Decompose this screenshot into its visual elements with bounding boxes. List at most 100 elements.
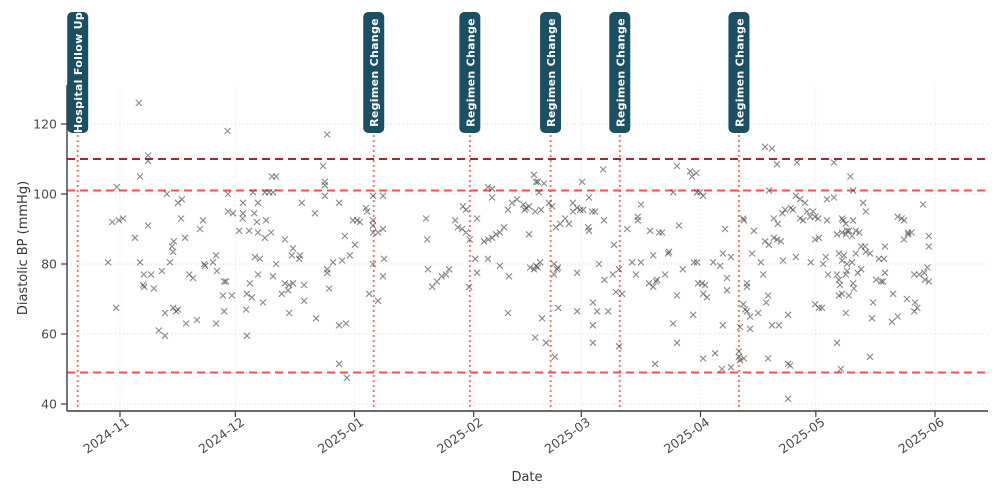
y-tick-label: 100 bbox=[33, 187, 57, 202]
scatter-point bbox=[530, 171, 538, 179]
scatter-point bbox=[250, 209, 258, 217]
scatter-point bbox=[718, 365, 726, 373]
scatter-point bbox=[253, 218, 261, 226]
scatter-point bbox=[466, 236, 474, 243]
scatter-point bbox=[269, 272, 277, 280]
scatter-point bbox=[369, 229, 377, 236]
scatter-point bbox=[819, 260, 827, 268]
scatter-point bbox=[796, 195, 804, 203]
y-tick-label: 120 bbox=[33, 117, 57, 132]
scatter-point bbox=[849, 216, 857, 224]
scatter-point bbox=[321, 192, 329, 200]
scatter-point bbox=[843, 267, 851, 275]
scatter-point bbox=[213, 267, 221, 275]
scatter-point bbox=[736, 323, 744, 331]
scatter-point bbox=[879, 278, 887, 285]
scatter-point bbox=[811, 236, 819, 243]
scatter-point bbox=[289, 279, 297, 287]
scatter-point bbox=[888, 318, 896, 326]
scatter-point bbox=[846, 173, 854, 180]
scatter-point bbox=[224, 208, 232, 215]
scatter-point bbox=[550, 271, 558, 278]
scatter-point bbox=[224, 127, 232, 135]
scatter-point bbox=[569, 199, 577, 207]
event-flag-box bbox=[540, 12, 562, 133]
scatter-point bbox=[513, 195, 521, 203]
scatter-point bbox=[505, 272, 513, 280]
scatter-point bbox=[285, 281, 293, 289]
scatter-point bbox=[534, 264, 542, 271]
scatter-point bbox=[739, 300, 747, 308]
scatter-point bbox=[140, 283, 148, 291]
scatter-point bbox=[312, 314, 320, 322]
scatter-point bbox=[525, 202, 533, 210]
scatter-point bbox=[910, 271, 918, 278]
scatter-point bbox=[843, 227, 851, 235]
scatter-point bbox=[848, 258, 856, 266]
scatter-point bbox=[199, 216, 207, 224]
scatter-point bbox=[723, 286, 731, 294]
scatter-point bbox=[661, 271, 669, 278]
scatter-point bbox=[321, 181, 329, 189]
scatter-point bbox=[739, 215, 747, 222]
scatter-point bbox=[765, 241, 773, 249]
scatter-point bbox=[665, 248, 673, 256]
scatter-point bbox=[869, 299, 877, 306]
scatter-point bbox=[838, 290, 846, 298]
scatter-point bbox=[484, 183, 492, 191]
scatter-point bbox=[131, 234, 139, 242]
scatter-point bbox=[781, 206, 789, 214]
scatter-point bbox=[342, 320, 350, 327]
scatter-point bbox=[540, 180, 548, 187]
scatter-point bbox=[815, 304, 823, 312]
scatter-point bbox=[573, 307, 581, 315]
scatter-point bbox=[422, 215, 430, 222]
scatter-point bbox=[553, 265, 561, 273]
scatter-point bbox=[462, 206, 470, 214]
scatter-point bbox=[289, 244, 297, 252]
scatter-point bbox=[818, 304, 826, 312]
scatter-point bbox=[243, 290, 251, 298]
event-flag-box bbox=[459, 12, 481, 133]
scatter-point bbox=[296, 251, 304, 259]
scatter-point bbox=[743, 283, 751, 291]
scatter-point bbox=[284, 286, 292, 294]
scatter-point bbox=[212, 251, 220, 259]
scatter-point bbox=[872, 276, 880, 284]
scatter-point bbox=[762, 299, 770, 306]
scatter-point bbox=[285, 309, 293, 317]
scatter-point bbox=[908, 229, 915, 236]
scatter-point bbox=[711, 349, 719, 357]
scatter-point bbox=[655, 229, 663, 236]
scatter-point bbox=[272, 260, 280, 268]
scatter-point bbox=[329, 258, 337, 266]
scatter-point bbox=[196, 225, 204, 233]
scatter-point bbox=[182, 320, 190, 327]
scatter-point bbox=[719, 321, 727, 329]
scatter-point bbox=[369, 260, 377, 268]
scatter-point bbox=[723, 274, 731, 282]
event-flag-label: Regimen Change bbox=[368, 18, 381, 127]
scatter-point bbox=[551, 353, 559, 361]
scatter-point bbox=[803, 208, 811, 215]
scatter-point bbox=[220, 307, 228, 315]
scatter-point bbox=[911, 299, 919, 306]
scatter-point bbox=[799, 216, 807, 224]
scatter-point bbox=[768, 145, 776, 152]
scatter-point bbox=[852, 227, 860, 235]
scatter-point bbox=[298, 199, 306, 207]
scatter-point bbox=[269, 188, 277, 196]
scatter-point bbox=[658, 229, 666, 236]
scatter-point bbox=[585, 227, 593, 235]
scatter-point bbox=[346, 251, 354, 259]
scatter-point bbox=[669, 188, 677, 196]
scatter-point bbox=[673, 339, 681, 347]
scatter-point bbox=[589, 339, 597, 347]
scatter-point bbox=[433, 278, 441, 285]
scatter-point bbox=[144, 152, 152, 159]
scatter-point bbox=[193, 316, 201, 324]
scatter-point bbox=[835, 276, 843, 284]
scatter-point bbox=[775, 321, 783, 329]
